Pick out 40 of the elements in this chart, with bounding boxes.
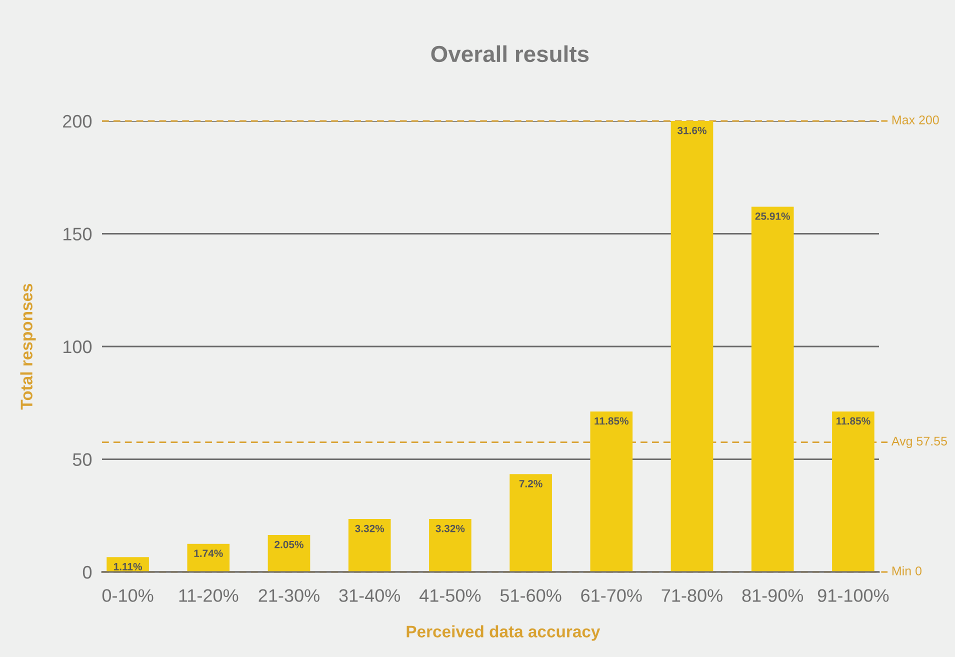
x-tick-label: 21-30% [258, 589, 320, 602]
annotation: 7.2% [519, 480, 542, 488]
bar [187, 544, 230, 572]
x-tick-label: 81-90% [742, 589, 804, 602]
annotation: 31.6% [677, 126, 706, 134]
annotation: 25.91% [755, 212, 790, 220]
annotation: 1.11% [114, 562, 142, 570]
x-tick-label: 71-80% [662, 589, 722, 602]
bar [751, 206, 794, 572]
bar [670, 121, 714, 572]
x-tick-label: 11-20% [179, 589, 238, 602]
bar [832, 411, 874, 572]
y-tick-label: 0 [82, 566, 92, 579]
ref-line-label: Avg 57.55 [891, 436, 947, 448]
bar [268, 535, 310, 572]
x-tick-label: 61-70% [581, 589, 642, 602]
bar [348, 519, 391, 572]
x-tick-label: 51-60% [500, 589, 562, 602]
x-tick-label: 31-40% [339, 589, 400, 602]
annotation: 3.32% [436, 524, 465, 532]
y-tick-label: 150 [64, 228, 92, 240]
annotation: 1.74% [194, 550, 223, 557]
bar [590, 411, 633, 572]
y-axis-title: Total responses [20, 284, 36, 410]
x-tick-label: 0-10% [102, 589, 154, 602]
y-tick-label: 100 [64, 340, 92, 354]
annotation: 3.32% [355, 524, 384, 532]
x-axis-title: Perceived data accuracy [406, 625, 600, 641]
annotation: 2.05% [274, 540, 304, 548]
bar [429, 519, 472, 572]
chart-title: Overall results [431, 45, 589, 62]
annotation: 11.85% [836, 417, 870, 425]
x-tick-label: 41-50% [420, 589, 481, 602]
bar [510, 474, 552, 572]
ref-line-label: Min 0 [892, 566, 922, 576]
annotation: 11.85% [594, 417, 629, 425]
y-tick-label: 50 [72, 453, 92, 466]
y-tick-label: 200 [63, 114, 92, 128]
ref-line-label: Max 200 [892, 116, 939, 124]
x-tick-label: 91-100% [818, 589, 889, 602]
